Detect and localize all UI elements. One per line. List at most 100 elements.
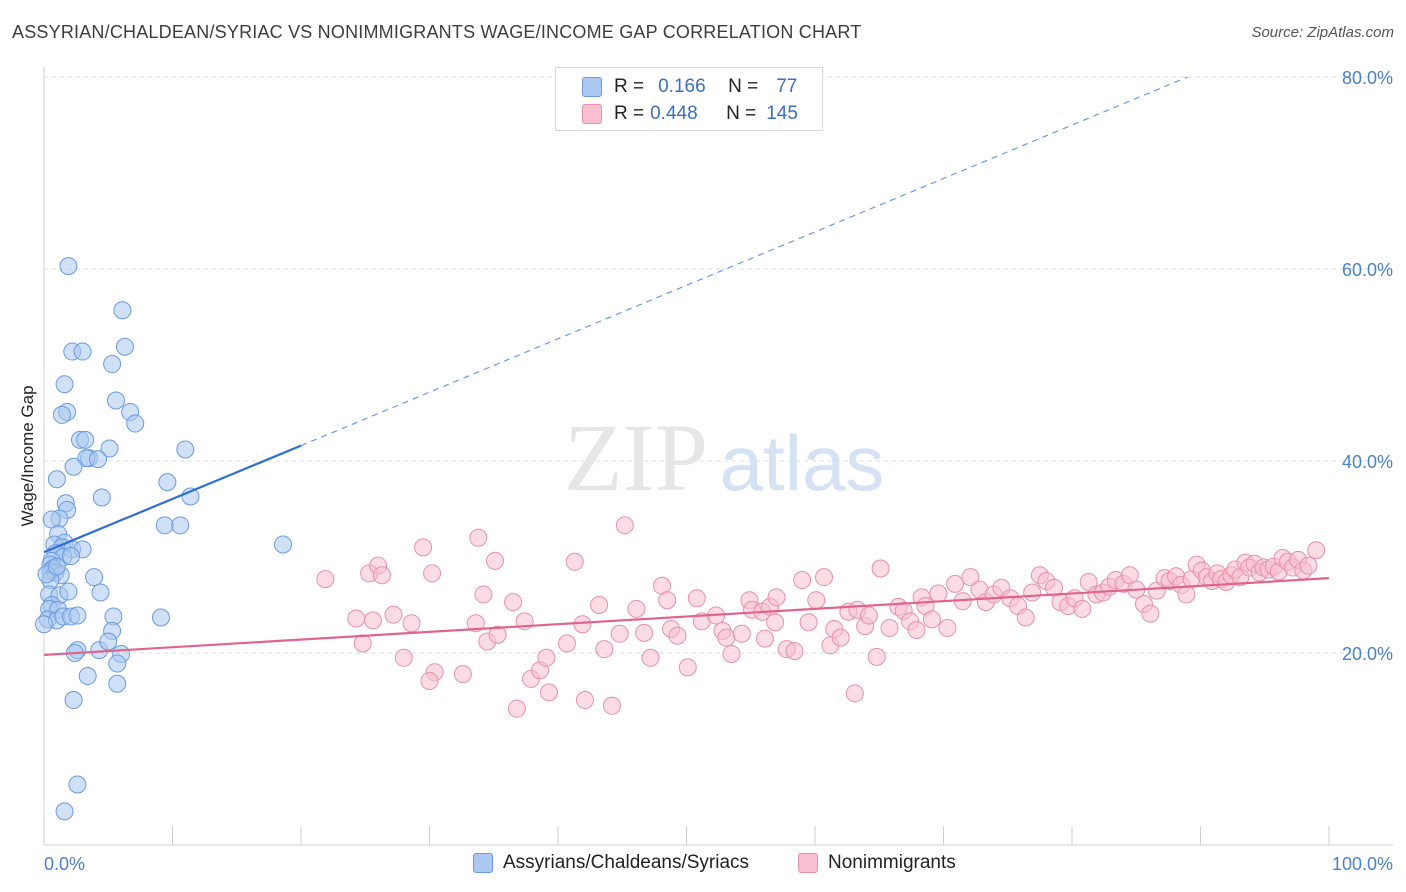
point-assyrians <box>151 608 170 627</box>
point-nonimmigrants <box>372 566 391 585</box>
point-nonimmigrants <box>938 619 957 638</box>
point-nonimmigrants <box>384 605 403 624</box>
point-nonimmigrants <box>717 628 736 647</box>
point-nonimmigrants <box>610 624 629 643</box>
point-nonimmigrants <box>678 658 697 677</box>
point-nonimmigrants <box>573 615 592 634</box>
point-nonimmigrants <box>486 551 505 570</box>
point-nonimmigrants <box>687 589 706 608</box>
point-assyrians <box>274 535 293 554</box>
watermark-atlas: atlas <box>720 419 885 507</box>
point-nonimmigrants <box>353 634 372 653</box>
point-assyrians <box>64 691 83 710</box>
trend-extension-assyrians <box>300 76 1188 447</box>
point-nonimmigrants <box>347 609 366 628</box>
legend-r-value: 0.448 <box>650 103 698 124</box>
point-nonimmigrants <box>755 629 774 648</box>
point-nonimmigrants <box>732 624 751 643</box>
point-assyrians <box>155 516 174 535</box>
point-nonimmigrants <box>394 648 413 667</box>
point-nonimmigrants <box>793 571 812 590</box>
y-tick-label: 80.0% <box>1342 68 1393 88</box>
point-nonimmigrants <box>845 684 864 703</box>
point-nonimmigrants <box>785 642 804 661</box>
point-nonimmigrants <box>635 623 654 642</box>
legend-r-label: R = <box>614 103 645 124</box>
point-nonimmigrants <box>946 574 965 593</box>
point-assyrians <box>85 568 104 587</box>
point-assyrians <box>68 606 87 625</box>
point-nonimmigrants <box>575 691 594 710</box>
point-nonimmigrants <box>871 559 890 578</box>
point-nonimmigrants <box>1307 541 1326 560</box>
point-assyrians <box>73 342 92 361</box>
trend-lines <box>43 76 1330 657</box>
point-nonimmigrants <box>814 568 833 587</box>
point-nonimmigrants <box>540 683 559 702</box>
point-assyrians <box>68 775 87 794</box>
point-nonimmigrants <box>1023 583 1042 602</box>
point-assyrians <box>35 615 53 634</box>
point-nonimmigrants <box>1299 556 1318 575</box>
point-nonimmigrants <box>867 647 886 666</box>
bottom-legend-swatch-nonimmigrants <box>798 853 818 873</box>
point-nonimmigrants <box>807 591 826 610</box>
legend-row-nonimmigrants: R = 0.448 N = 145 <box>582 102 798 126</box>
point-nonimmigrants <box>507 699 526 718</box>
point-nonimmigrants <box>641 648 660 667</box>
point-assyrians <box>76 430 95 449</box>
chart-source: Source: ZipAtlas.com <box>1251 24 1394 41</box>
axes <box>43 67 1393 846</box>
point-assyrians <box>106 391 125 410</box>
bottom-legend-swatch-assyrians <box>473 853 493 873</box>
point-nonimmigrants <box>658 591 677 610</box>
point-nonimmigrants <box>961 568 980 587</box>
legend: R = 0.166 N = 77 R = 0.448 N = 145 <box>555 67 823 131</box>
point-nonimmigrants <box>466 614 485 633</box>
bottom-legend-nonimmigrants: Nonimmigrants <box>798 852 956 874</box>
point-nonimmigrants <box>766 613 785 632</box>
point-assyrians <box>176 440 195 459</box>
data-points <box>35 257 1326 821</box>
trend-line-nonimmigrants <box>43 577 1330 657</box>
y-tick-label: 60.0% <box>1342 260 1393 280</box>
point-assyrians <box>171 516 190 535</box>
point-nonimmigrants <box>565 552 584 571</box>
point-nonimmigrants <box>668 626 687 645</box>
point-assyrians <box>158 473 177 492</box>
point-nonimmigrants <box>831 628 850 647</box>
chart-title: ASSYRIAN/CHALDEAN/SYRIAC VS NONIMMIGRANT… <box>12 22 862 42</box>
point-nonimmigrants <box>602 696 621 715</box>
bottom-legend-assyrians: Assyrians/Chaldeans/Syriacs <box>473 852 749 874</box>
tick-labels: 20.0% 40.0% 60.0% 80.0% 0.0% 100.0% <box>44 68 1393 874</box>
legend-row-assyrians: R = 0.166 N = 77 <box>582 75 797 99</box>
point-nonimmigrants <box>363 611 382 630</box>
point-nonimmigrants <box>929 584 948 603</box>
x-tick-label: 0.0% <box>44 854 85 874</box>
point-nonimmigrants <box>922 610 941 629</box>
point-assyrians <box>64 457 83 476</box>
point-nonimmigrants <box>722 644 741 663</box>
point-assyrians <box>78 667 97 686</box>
watermark-zip: ZIP <box>564 404 708 511</box>
y-tick-label: 20.0% <box>1342 644 1393 664</box>
point-assyrians <box>115 337 134 356</box>
point-assyrians <box>91 583 110 602</box>
point-nonimmigrants <box>402 614 421 633</box>
point-assyrians <box>55 802 74 821</box>
point-nonimmigrants <box>420 671 439 690</box>
legend-swatch-nonimmigrants <box>582 104 602 124</box>
point-assyrians <box>52 405 71 424</box>
point-assyrians <box>59 257 78 276</box>
point-assyrians <box>47 470 66 489</box>
point-assyrians <box>108 654 127 673</box>
point-nonimmigrants <box>1177 585 1196 604</box>
point-nonimmigrants <box>504 593 523 612</box>
point-nonimmigrants <box>595 640 614 659</box>
legend-n-value: 77 <box>776 76 798 97</box>
point-nonimmigrants <box>799 613 818 632</box>
point-assyrians <box>55 375 74 394</box>
point-assyrians <box>61 547 80 566</box>
point-nonimmigrants <box>1016 608 1035 627</box>
